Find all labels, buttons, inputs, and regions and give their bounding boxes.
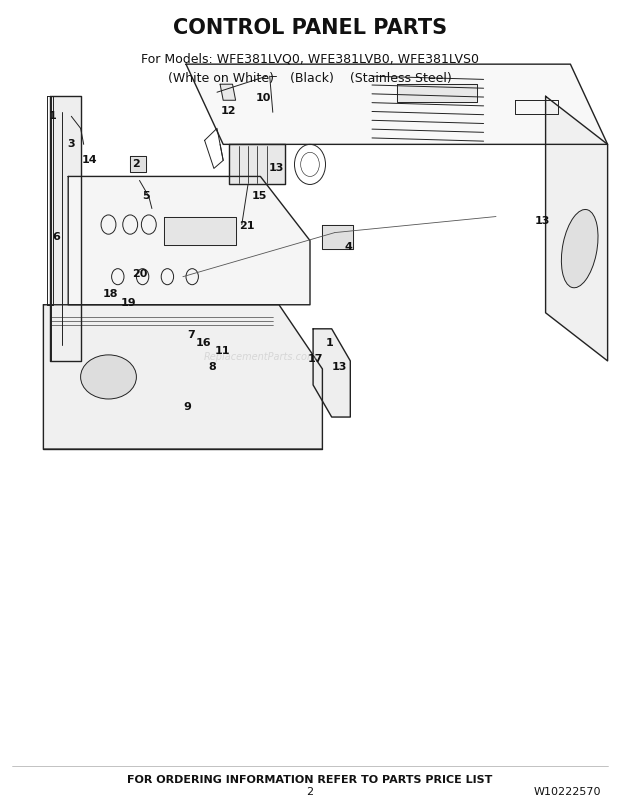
Polygon shape [397,84,477,102]
Text: 12: 12 [221,106,236,115]
Polygon shape [50,96,81,361]
Text: 2: 2 [306,788,314,797]
Text: 19: 19 [121,298,137,308]
Text: 1: 1 [326,338,334,348]
Text: 17: 17 [307,354,322,364]
Polygon shape [164,217,236,245]
Text: (White on White)    (Black)    (Stainless Steel): (White on White) (Black) (Stainless Stee… [168,72,452,85]
Polygon shape [68,176,310,305]
Text: 10: 10 [256,93,271,103]
Text: For Models: WFE381LVQ0, WFE381LVB0, WFE381LVS0: For Models: WFE381LVQ0, WFE381LVB0, WFE3… [141,52,479,65]
Text: 16: 16 [195,338,211,348]
Text: 5: 5 [142,192,149,201]
Polygon shape [322,225,353,249]
Text: FOR ORDERING INFORMATION REFER TO PARTS PRICE LIST: FOR ORDERING INFORMATION REFER TO PARTS … [127,775,493,784]
Text: 13: 13 [535,216,550,225]
Text: 3: 3 [68,140,75,149]
Polygon shape [229,144,285,184]
Polygon shape [130,156,146,172]
Text: 2: 2 [133,160,140,169]
Text: 13: 13 [332,363,347,372]
Text: 14: 14 [82,156,98,165]
Polygon shape [313,329,350,417]
Text: 13: 13 [268,164,283,173]
Text: 7: 7 [187,330,195,340]
Text: 18: 18 [103,290,118,299]
Text: 21: 21 [239,221,255,231]
Ellipse shape [81,354,136,399]
Text: 20: 20 [132,269,147,279]
Polygon shape [546,96,608,361]
Ellipse shape [561,209,598,288]
Text: 15: 15 [252,192,267,201]
Text: 8: 8 [208,363,216,372]
Text: CONTROL PANEL PARTS: CONTROL PANEL PARTS [173,18,447,38]
Text: 9: 9 [184,403,191,412]
Text: 1: 1 [49,111,56,121]
Text: 6: 6 [52,232,60,241]
Text: W10222570: W10222570 [534,788,601,797]
Text: 11: 11 [215,346,229,356]
Polygon shape [220,84,236,100]
Polygon shape [186,64,608,144]
Text: 4: 4 [345,242,352,252]
Text: ReplacementParts.com: ReplacementParts.com [203,352,317,362]
Polygon shape [43,305,322,449]
